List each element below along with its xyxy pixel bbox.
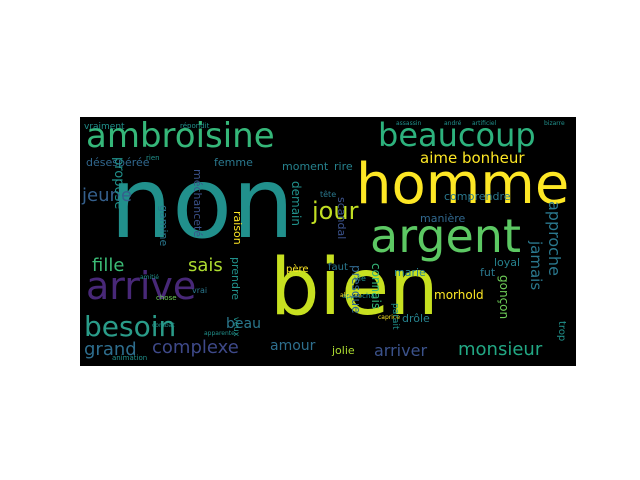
cloud-word: morhold (434, 288, 484, 302)
cloud-word: jamais (527, 241, 545, 291)
cloud-word: gonçon (497, 275, 511, 320)
cloud-word: comprendre (444, 190, 511, 203)
cloud-word: proposé (111, 157, 126, 210)
cloud-word: aime bonheur (420, 149, 525, 167)
cloud-word: arriver (374, 341, 428, 360)
cloud-word: rire (334, 160, 353, 173)
cloud-word: vie (354, 274, 366, 283)
word-cloud: non bien homme argent ambroisine beaucoup arri… (80, 117, 576, 366)
cloud-word: combat (152, 322, 175, 329)
cloud-word: amour (270, 338, 316, 354)
cloud-word: bizarre (544, 120, 565, 127)
cloud-word: alcoolé (340, 292, 362, 299)
cloud-word: vraiment (84, 122, 125, 132)
cloud-word: animation (112, 354, 148, 362)
cloud-word: vrai (192, 286, 208, 295)
cloud-word: complexe (152, 337, 239, 358)
cloud-word: parait (390, 303, 400, 330)
cloud-word: non (110, 147, 295, 261)
cloud-word: père (286, 264, 309, 275)
cloud-word: raison (231, 211, 244, 245)
cloud-word: sais (188, 255, 223, 276)
cloud-word: tête (320, 190, 337, 199)
cloud-word: caprice (378, 314, 400, 321)
cloud-word: chose (156, 294, 177, 302)
cloud-word: artificiel (472, 120, 497, 127)
cloud-word: apparente (204, 330, 235, 337)
cloud-word: gamine (157, 205, 170, 247)
cloud-word: ambroisine (86, 117, 275, 156)
cloud-word: méchanceté (191, 169, 204, 238)
cloud-word: amitié (140, 274, 159, 281)
cloud-word: scandal (335, 197, 348, 240)
cloud-word: homme (356, 152, 570, 217)
cloud-word: monsieur (458, 339, 543, 360)
cloud-word: argent (370, 209, 521, 263)
cloud-word: arrive (86, 264, 197, 308)
cloud-word: beau (226, 316, 261, 332)
cloud-word: beaucoup (378, 117, 536, 154)
cloud-word: trop (556, 321, 567, 342)
cloud-word: andré (444, 120, 462, 127)
cloud-word: assassin (396, 120, 422, 127)
cloud-word: désespérée (86, 156, 150, 169)
cloud-word: femme (214, 156, 253, 169)
cloud-word: approcha (342, 292, 375, 300)
cloud-word: drôle (402, 312, 430, 325)
cloud-word: besoin (84, 310, 177, 343)
cloud-word: connais (369, 263, 383, 310)
cloud-word: faut (328, 262, 348, 273)
cloud-word: fut (480, 266, 496, 279)
cloud-word: grand (84, 339, 137, 360)
cloud-word: prendre (229, 257, 242, 301)
cloud-word: fille (92, 255, 125, 276)
cloud-word: approche (545, 201, 564, 276)
cloud-word: bien (270, 243, 439, 333)
cloud-word: rien (146, 154, 160, 162)
cloud-word: répondit (180, 122, 210, 130)
cloud-word: veux (232, 317, 241, 337)
cloud-word: marie (394, 266, 426, 279)
cloud-word: jolie (332, 344, 355, 357)
cloud-word: moment (282, 160, 329, 173)
cloud-word: presque (349, 265, 363, 314)
cloud-word: manière (420, 212, 466, 225)
cloud-word: jour (312, 197, 359, 225)
cloud-word: loyal (494, 256, 521, 269)
cloud-word: jeune (82, 185, 132, 206)
cloud-word: demain (289, 181, 303, 226)
